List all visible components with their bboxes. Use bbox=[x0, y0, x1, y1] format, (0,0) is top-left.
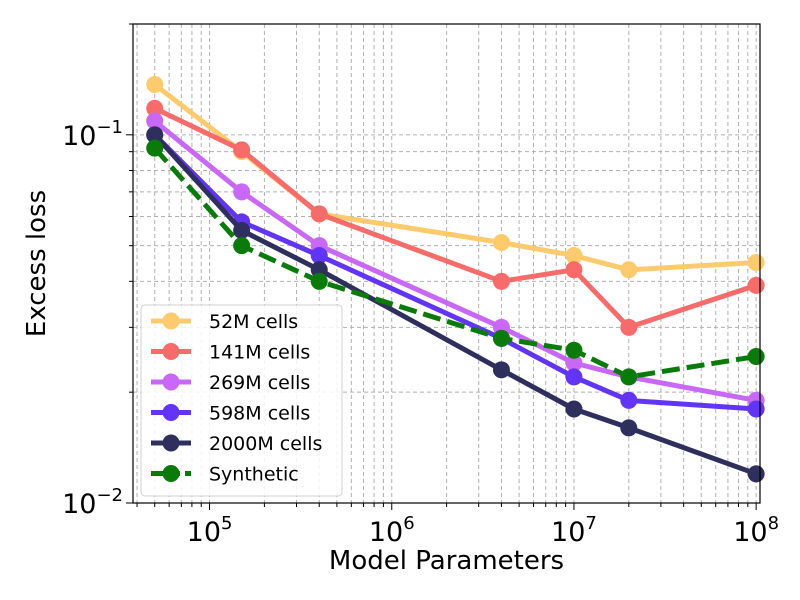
tick-label: 108 bbox=[733, 513, 779, 548]
tick-label: 10−2 bbox=[62, 485, 123, 520]
legend-marker bbox=[162, 373, 180, 391]
legend-entry: Synthetic bbox=[151, 464, 299, 486]
legend-entry: 2000M cells bbox=[151, 433, 322, 455]
data-point bbox=[565, 368, 583, 386]
data-point bbox=[620, 368, 638, 386]
data-point bbox=[620, 318, 638, 336]
tick-label: 106 bbox=[369, 513, 415, 548]
data-point bbox=[620, 419, 638, 437]
legend-marker bbox=[162, 404, 180, 421]
data-point bbox=[233, 237, 251, 255]
tick-label: 107 bbox=[551, 513, 597, 548]
data-point bbox=[620, 261, 638, 279]
tick-label: 105 bbox=[187, 513, 233, 548]
data-point bbox=[233, 141, 251, 159]
data-point bbox=[310, 272, 328, 290]
legend-label: 2000M cells bbox=[209, 433, 322, 455]
data-point bbox=[492, 233, 510, 251]
data-point bbox=[233, 183, 251, 201]
data-point bbox=[565, 354, 583, 372]
data-point bbox=[565, 261, 583, 279]
ticks: 105 106 107 108 10−1 10−2 bbox=[62, 23, 779, 548]
legend-entry: 269M cells bbox=[151, 372, 310, 394]
legend-marker bbox=[162, 312, 180, 330]
data-point bbox=[310, 247, 328, 265]
data-point bbox=[492, 329, 510, 347]
legend: 52M cells 141M cells 269M cells 598M cells 2… bbox=[140, 304, 343, 497]
data-point bbox=[747, 400, 765, 418]
legend-label: Synthetic bbox=[209, 464, 299, 486]
data-point bbox=[492, 361, 510, 379]
series-1 bbox=[146, 99, 765, 336]
y-axis-label: Excess loss bbox=[22, 190, 52, 337]
legend-box bbox=[140, 304, 343, 497]
data-point bbox=[146, 99, 164, 117]
data-point bbox=[146, 112, 164, 130]
data-point bbox=[747, 254, 765, 272]
data-point bbox=[565, 400, 583, 418]
data-point bbox=[747, 465, 765, 483]
legend-label: 52M cells bbox=[209, 311, 298, 333]
data-point bbox=[146, 126, 164, 144]
legend-entry: 141M cells bbox=[151, 342, 310, 364]
tick-label: 10−1 bbox=[62, 117, 123, 152]
data-point bbox=[565, 247, 583, 265]
legend-label: 141M cells bbox=[209, 342, 310, 364]
data-point bbox=[565, 341, 583, 359]
data-point bbox=[747, 276, 765, 294]
legend-label: 269M cells bbox=[209, 372, 310, 394]
legend-label: 598M cells bbox=[209, 403, 310, 425]
data-point bbox=[492, 272, 510, 290]
data-point bbox=[233, 221, 251, 239]
data-point bbox=[146, 139, 164, 157]
legend-marker bbox=[162, 343, 180, 360]
data-point bbox=[620, 391, 638, 409]
legend-entry: 598M cells bbox=[151, 403, 310, 425]
series-5 bbox=[146, 139, 765, 386]
series-4 bbox=[146, 126, 765, 483]
legend-marker bbox=[162, 465, 180, 482]
data-point bbox=[747, 347, 765, 365]
data-point bbox=[146, 75, 164, 93]
legend-marker bbox=[162, 434, 180, 452]
x-axis-label: Model Parameters bbox=[329, 546, 564, 576]
series-layer bbox=[146, 75, 765, 483]
legend-entry: 52M cells bbox=[151, 311, 298, 333]
data-point bbox=[310, 205, 328, 223]
